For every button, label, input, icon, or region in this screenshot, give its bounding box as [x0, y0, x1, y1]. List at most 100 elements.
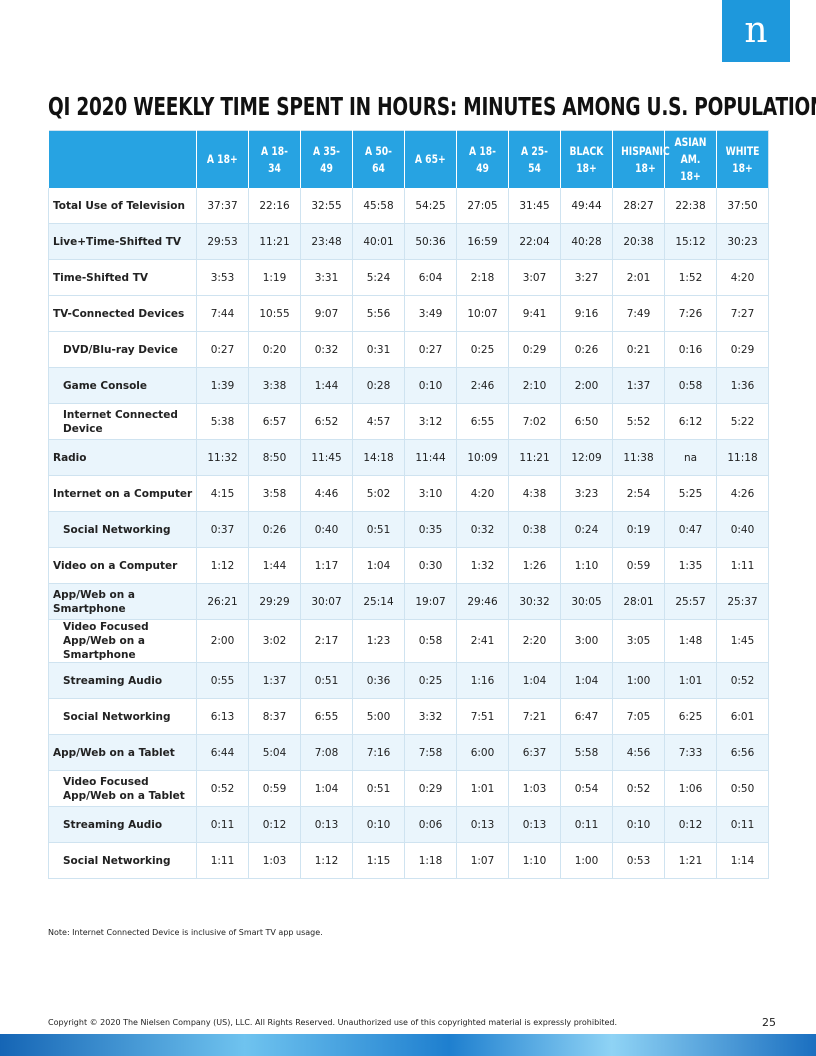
cell: 0:35: [404, 511, 457, 548]
cell: 26:21: [196, 583, 249, 620]
cell: 31:45: [508, 188, 561, 224]
column-header-text: WHITE 18+: [725, 143, 760, 175]
cell: 0:31: [352, 331, 405, 368]
cell: 1:21: [664, 842, 717, 879]
cell: 6:57: [248, 403, 301, 440]
cell: 29:46: [456, 583, 509, 620]
cell: 7:33: [664, 734, 717, 771]
cell: 0:24: [560, 511, 613, 548]
cell: 6:47: [560, 698, 613, 735]
cell: 11:21: [508, 439, 561, 476]
cell: 1:36: [716, 367, 769, 404]
cell: 1:44: [300, 367, 353, 404]
cell: 7:08: [300, 734, 353, 771]
cell: 1:26: [508, 547, 561, 584]
cell: 0:06: [404, 806, 457, 843]
cell: 6:13: [196, 698, 249, 735]
cell: 11:21: [248, 223, 301, 260]
cell: 1:11: [196, 842, 249, 879]
cell: 0:32: [300, 331, 353, 368]
footer-strip: [0, 1034, 816, 1056]
column-header-text: A 18-49: [469, 143, 496, 175]
cell: 0:12: [248, 806, 301, 843]
cell: 25:37: [716, 583, 769, 620]
table-row: Social Networking 0:37 0:26 0:40 0:51 0:35 0:3…: [48, 511, 769, 548]
table-row: Video Focused App/Web on a Tablet 0:52 0:5…: [48, 770, 769, 807]
cell: 30:07: [300, 583, 353, 620]
cell: 1:35: [664, 547, 717, 584]
cell: 6:55: [456, 403, 509, 440]
cell: 6:12: [664, 403, 717, 440]
cell: 28:01: [612, 583, 665, 620]
cell: 6:25: [664, 698, 717, 735]
cell: 54:25: [404, 188, 457, 224]
column-header: BLACK 18+: [560, 130, 613, 188]
cell: 11:18: [716, 439, 769, 476]
cell: 1:19: [248, 259, 301, 296]
table-row: App/Web on a Tablet 6:44 5:04 7:08 7:16 7:58 6…: [48, 734, 769, 771]
cell: 4:20: [716, 259, 769, 296]
cell: 45:58: [352, 188, 405, 224]
column-header-text: ASIAN AM. 18+: [674, 135, 707, 183]
cell: 22:38: [664, 188, 717, 224]
cell: 0:38: [508, 511, 561, 548]
cell: 4:57: [352, 403, 405, 440]
title: QI 2020 WEEKLY TIME SPENT IN HOURS: MINU…: [48, 92, 816, 121]
table-row: DVD/Blu-ray Device 0:27 0:20 0:32 0:31 0:27 0:…: [48, 331, 769, 368]
cell: 0:12: [664, 806, 717, 843]
cell: 1:04: [300, 770, 353, 807]
cell: 4:15: [196, 475, 249, 512]
cell: 28:27: [612, 188, 665, 224]
row-label: Video Focused App/Web on a Smartphone: [48, 619, 197, 663]
cell: 2:20: [508, 619, 561, 663]
cell: 1:16: [456, 662, 509, 699]
cell: 6:01: [716, 698, 769, 735]
cell: 0:11: [196, 806, 249, 843]
column-header: A 50-64: [352, 130, 405, 188]
cell: 0:13: [508, 806, 561, 843]
row-label: Social Networking: [48, 842, 197, 879]
cell: 2:41: [456, 619, 509, 663]
logo: n: [722, 0, 790, 62]
table-row: TV-Connected Devices 7:44 10:55 9:07 5:56 3:4…: [48, 295, 769, 332]
cell: 0:26: [560, 331, 613, 368]
header-row: A 18+ A 18-34 A 35-49 A 50-64 A 65+ A 18-49 A …: [48, 130, 769, 188]
column-header: HISPANIC 18+: [612, 130, 670, 188]
cell: 9:16: [560, 295, 613, 332]
table-row: Internet Connected Device 5:38 6:57 6:52 4:5…: [48, 403, 769, 440]
cell: 5:58: [560, 734, 613, 771]
column-header-text: A 65+: [415, 152, 446, 166]
cell: na: [664, 439, 717, 476]
cell: 3:49: [404, 295, 457, 332]
cell: 6:37: [508, 734, 561, 771]
row-label: Live+Time-Shifted TV: [48, 223, 197, 260]
cell: 5:52: [612, 403, 665, 440]
table-row: Radio 11:32 8:50 11:45 14:18 11:44 10:09 11:21 1…: [48, 439, 769, 476]
cell: 29:53: [196, 223, 249, 260]
cell: 8:37: [248, 698, 301, 735]
cell: 0:13: [456, 806, 509, 843]
cell: 5:56: [352, 295, 405, 332]
cell: 6:52: [300, 403, 353, 440]
cell: 5:25: [664, 475, 717, 512]
cell: 0:37: [196, 511, 249, 548]
column-header: A 65+: [404, 130, 457, 188]
cell: 4:26: [716, 475, 769, 512]
table-row: Live+Time-Shifted TV 29:53 11:21 23:48 40:01…: [48, 223, 769, 260]
cell: 7:21: [508, 698, 561, 735]
cell: 9:41: [508, 295, 561, 332]
cell: 1:18: [404, 842, 457, 879]
cell: 10:55: [248, 295, 301, 332]
cell: 3:23: [560, 475, 613, 512]
table-row: Streaming Audio 0:55 1:37 0:51 0:36 0:25 1:16 1…: [48, 662, 769, 699]
cell: 0:58: [664, 367, 717, 404]
column-header-text: A 35-49: [313, 143, 340, 175]
cell: 7:05: [612, 698, 665, 735]
cell: 27:05: [456, 188, 509, 224]
cell: 19:07: [404, 583, 457, 620]
table-row: Total Use of Television 37:37 22:16 32:55 45…: [48, 188, 769, 224]
cell: 22:04: [508, 223, 561, 260]
row-label: DVD/Blu-ray Device: [48, 331, 197, 368]
cell: 0:59: [248, 770, 301, 807]
cell: 30:05: [560, 583, 613, 620]
